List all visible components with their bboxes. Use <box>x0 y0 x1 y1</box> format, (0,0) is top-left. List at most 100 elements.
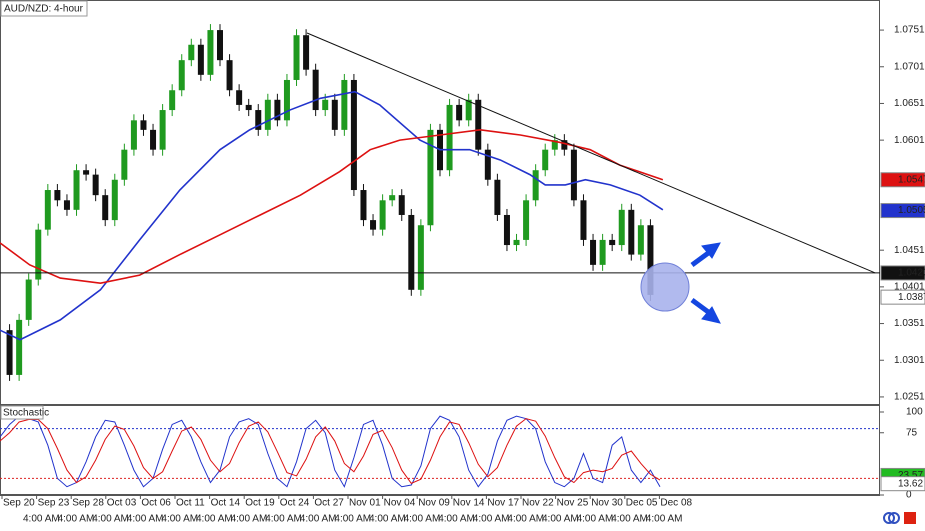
candle-body <box>322 99 329 111</box>
price-tag <box>880 265 925 281</box>
candle-body <box>63 200 70 210</box>
candle-body <box>44 190 51 230</box>
x-sub-label: 4:00 AM <box>300 514 337 525</box>
candle-body <box>360 190 367 221</box>
x-tick-label: Dec 05 <box>626 498 658 509</box>
candle-body <box>503 214 510 246</box>
candle-body <box>379 200 386 230</box>
price-tag-label: 1.0505 <box>898 205 925 216</box>
candle-body <box>446 104 453 171</box>
candle-body <box>217 30 223 61</box>
x-tick-label: Nov 09 <box>418 498 450 509</box>
candle-body <box>599 239 606 265</box>
candle-body <box>274 99 281 121</box>
indicator-title: Stochastic <box>3 408 49 419</box>
candle-body <box>283 79 290 121</box>
candle-body <box>570 149 577 201</box>
x-tick-label: Sep 28 <box>72 498 104 509</box>
x-tick-label: Nov 01 <box>349 498 381 509</box>
x-sub-label: 4:00 AM <box>473 514 510 525</box>
toolbar-icons[interactable] <box>883 512 916 524</box>
trend-line <box>306 32 876 274</box>
x-sub-label: 4:00 AM <box>334 514 371 525</box>
x-tick-label: Oct 11 <box>176 498 205 509</box>
x-sub-label: 4:00 AM <box>646 514 683 525</box>
stochastic-line <box>0 415 661 488</box>
candle-body <box>169 90 176 111</box>
x-tick-label: Nov 17 <box>487 498 519 509</box>
x-tick-label: Oct 24 <box>280 498 310 509</box>
arrows <box>690 242 721 324</box>
candle-body <box>130 120 137 150</box>
candle-body <box>178 60 185 91</box>
candle-body <box>350 79 357 191</box>
candle-body <box>370 220 377 230</box>
x-tick-label: Nov 22 <box>522 498 554 509</box>
moving-average <box>0 129 664 285</box>
candle-body <box>226 60 233 91</box>
candle-body <box>35 229 42 280</box>
x-sub-label: 4:00 AM <box>58 514 95 525</box>
candle-body <box>102 195 109 221</box>
candle-body <box>140 120 147 130</box>
x-tick-label: Oct 27 <box>314 498 344 509</box>
link-icon-2[interactable] <box>888 512 900 524</box>
candle-body <box>637 225 644 255</box>
candle-body <box>16 319 23 375</box>
y-tick-label: 1.0601 <box>894 135 925 146</box>
candle-body <box>92 174 99 196</box>
candle-body <box>580 200 587 240</box>
candle-body <box>628 209 635 255</box>
candle-body <box>532 170 539 201</box>
x-tick-label: Nov 04 <box>384 498 416 509</box>
plot: 1.0251 1.0301 1.0351 1.0401 1.0451 1.0601 1.06… <box>0 24 925 525</box>
price-tag <box>880 203 925 219</box>
candle-body <box>427 129 434 226</box>
stochastic-panel <box>0 405 880 495</box>
y-tick-label: 1.0701 <box>894 61 925 72</box>
highlight-circle <box>640 262 690 312</box>
y-tick-label: 100 <box>906 407 923 418</box>
x-tick-label: Sep 20 <box>3 498 35 509</box>
candle-body <box>609 239 616 246</box>
candle-body <box>293 35 300 80</box>
price-tag <box>880 476 925 492</box>
candle-body <box>465 99 472 121</box>
candle-body <box>590 239 597 265</box>
candle-body <box>264 99 271 130</box>
x-tick-label: Nov 14 <box>453 498 485 509</box>
y-tick-label: 1.0751 <box>894 25 925 36</box>
y-tick-label: 1.0401 <box>894 282 925 293</box>
candle-body <box>389 195 396 201</box>
candle-body <box>111 179 118 221</box>
price-tag-label: 1.0387 <box>898 292 925 303</box>
y-tick-label: 0 <box>906 490 912 501</box>
candle-body <box>197 44 204 75</box>
title-box <box>0 0 88 17</box>
x-sub-label: 4:00 AM <box>438 514 475 525</box>
x-sub-label: 4:00 AM <box>404 514 441 525</box>
candle-body <box>6 330 13 375</box>
candle-body <box>245 104 252 111</box>
x-sub-label: 4:00 AM <box>92 514 129 525</box>
candle-body <box>494 179 501 215</box>
link-icon[interactable] <box>883 512 895 524</box>
candle-body <box>542 149 549 171</box>
candle-body <box>73 170 80 210</box>
arrow-up-head <box>701 242 721 259</box>
candle-body <box>25 279 32 320</box>
price-panel <box>0 0 880 405</box>
candle-body <box>513 239 520 246</box>
close-icon[interactable] <box>904 512 916 524</box>
y-tick-label: 1.0251 <box>894 392 925 403</box>
candle-body <box>618 209 625 246</box>
x-sub-label: 4:00 AM <box>23 514 60 525</box>
x-sub-label: 4:00 AM <box>161 514 198 525</box>
candle-body <box>341 79 348 130</box>
candle-body <box>188 44 195 61</box>
candle-body <box>303 35 310 70</box>
candle-body <box>83 170 90 175</box>
x-sub-label: 4:00 AM <box>507 514 544 525</box>
x-sub-label: 4:00 AM <box>369 514 406 525</box>
